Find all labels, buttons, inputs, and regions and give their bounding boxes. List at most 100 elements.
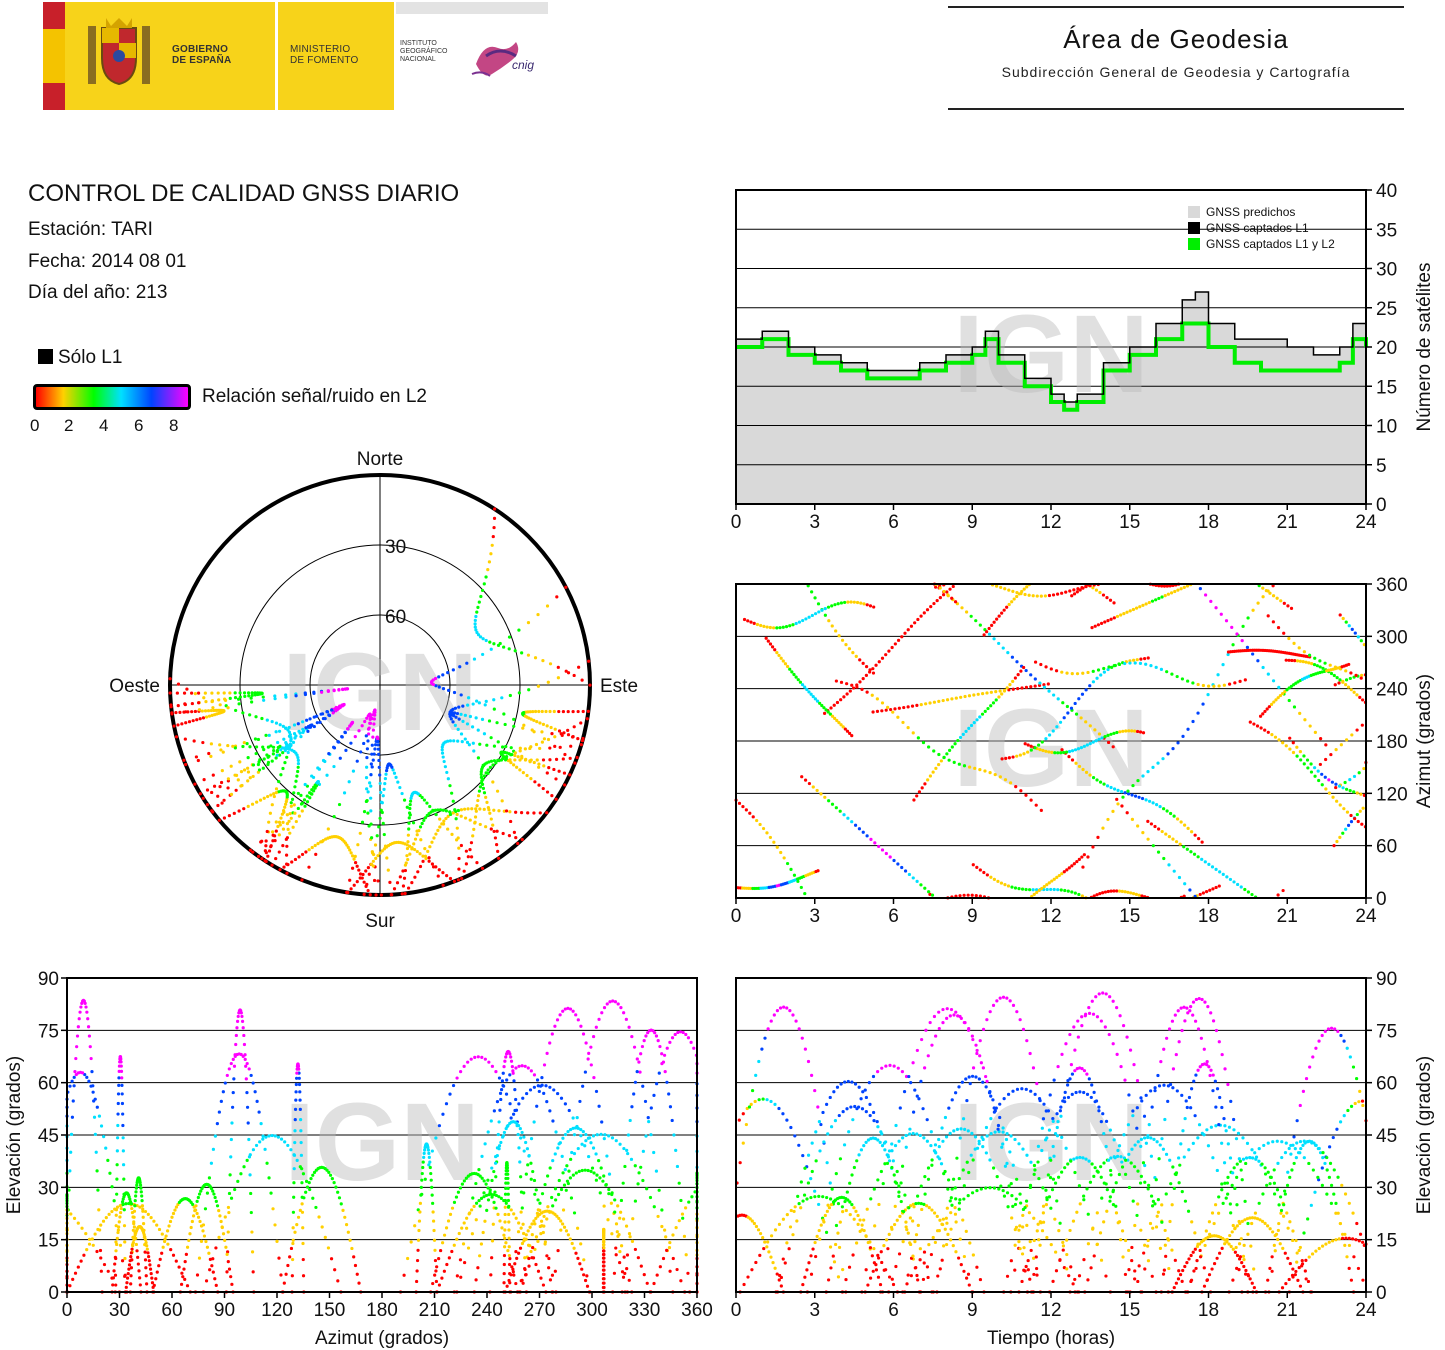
sky-track-point (500, 799, 504, 803)
sky-track-point (588, 683, 592, 687)
elev-time-track-point (1205, 1278, 1209, 1282)
sky-track-point (184, 721, 188, 725)
sky-track-point (368, 721, 373, 725)
sky-track-point (209, 742, 213, 746)
elev-time-track-point (765, 1245, 769, 1249)
elev-time-track-point (1170, 1019, 1175, 1023)
elev-az-track-point (126, 1271, 130, 1276)
sky-track-point (537, 762, 541, 766)
azimuth-track-point (1313, 656, 1317, 660)
azimuth-track-point (1349, 688, 1353, 692)
sky-track-point (331, 711, 335, 715)
sky-track-point (291, 825, 295, 829)
azimuth-track-point (930, 893, 935, 897)
elev-time-track-point (988, 1158, 992, 1162)
elev-az-track-point (465, 1216, 469, 1220)
elev-az-track-point (538, 1201, 542, 1205)
sky-track-point (236, 778, 240, 782)
elev-az-track-point (578, 1262, 582, 1266)
azimuth-track-point (1349, 820, 1354, 824)
elev-time-track-point (872, 1187, 876, 1191)
sky-track-point (285, 822, 290, 826)
elev-time-track-point (1103, 1025, 1107, 1029)
azimuth-track-point (861, 677, 865, 681)
elev-time-track-point (966, 1129, 970, 1133)
sky-track-point (318, 720, 322, 724)
sky-track-point (256, 692, 260, 697)
azimuth-track-point (807, 615, 811, 619)
elev-time-track-point (848, 1200, 852, 1204)
sky-track-point (364, 799, 368, 804)
sky-track-point (250, 693, 254, 697)
elev-az-track-point (622, 1255, 626, 1259)
elev-az-track-point (532, 1120, 536, 1124)
elev-time-track-point (861, 1090, 865, 1094)
azimuth-track-point (910, 704, 915, 708)
elev-az-track-point (621, 1181, 625, 1185)
sky-track-point (300, 878, 304, 882)
sky-track-point (182, 758, 186, 762)
elev-az-track-point (517, 1064, 521, 1068)
sky-track-point (579, 721, 583, 725)
azimuth-track-point (1090, 625, 1094, 630)
x-tick-label: 300 (576, 1300, 608, 1321)
azimuth-track-point (858, 680, 862, 684)
elev-time-track-point (962, 1269, 966, 1273)
elev-az-track-point (644, 1134, 648, 1138)
azimuth-track-point (1060, 872, 1064, 876)
sky-track-point (266, 794, 270, 799)
elev-time-track-point (817, 1228, 821, 1233)
azimuth-track-point (1221, 872, 1225, 876)
azimuth-track-point (1218, 870, 1222, 874)
elev-az-track-point (295, 1071, 299, 1075)
azimuth-track-point (816, 869, 820, 873)
elev-time-track-point (788, 1225, 793, 1229)
azimuth-track-point (1100, 736, 1104, 740)
azimuth-track-point (830, 802, 835, 806)
azimuth-track-point (835, 718, 839, 723)
elev-az-track-point (527, 1154, 531, 1158)
elev-az-track-point (67, 1188, 71, 1192)
azimuth-track-point (875, 697, 879, 701)
sky-track-point (259, 840, 263, 844)
sky-track-point (454, 838, 459, 842)
azimuth-track-point (1026, 750, 1030, 754)
elev-az-track-point (76, 1025, 80, 1029)
sky-track-point (314, 852, 318, 856)
elev-az-track-point (636, 1256, 640, 1260)
elev-az-track-point (518, 1160, 522, 1164)
elev-az-track-point (230, 1121, 234, 1125)
azimuth-track-point (1268, 591, 1272, 595)
elev-az-track-point (483, 1057, 487, 1061)
elev-az-track-point (577, 1169, 581, 1174)
elev-az-track-point (504, 1055, 508, 1059)
azimuth-track-point (951, 584, 955, 589)
elev-az-track-point (504, 1126, 508, 1131)
elev-az-track-point (205, 1245, 210, 1249)
azimuth-track-point (765, 625, 769, 629)
elev-time-track-point (1272, 1243, 1276, 1248)
elev-time-track-point (754, 1260, 758, 1265)
elev-az-track-point (121, 1163, 126, 1167)
elev-time-track-point (835, 1085, 840, 1089)
elev-time-track-point (1121, 1024, 1126, 1028)
elev-az-track-point (546, 1174, 550, 1178)
sky-track-point (381, 821, 385, 825)
elev-az-track-point (134, 1186, 138, 1190)
elev-az-track-point (140, 1199, 144, 1203)
elev-az-track-point (211, 1257, 215, 1261)
sky-track-point (305, 718, 309, 722)
azimuth-track-point (913, 621, 917, 625)
elev-az-track-point (503, 1059, 507, 1063)
sky-track-point (404, 861, 408, 865)
elev-time-track-point (1138, 1181, 1143, 1185)
azimuth-track-point (1196, 682, 1200, 687)
azimuth-track-point (900, 635, 904, 639)
sky-track-point (256, 737, 261, 742)
elev-time-track-point (1233, 1227, 1237, 1231)
x-tick-label: 21 (1277, 906, 1298, 927)
sky-track-point (456, 878, 460, 882)
elev-az-track-point (556, 1192, 561, 1197)
legend-label: GNSS captados L1 y L2 (1206, 237, 1335, 251)
sky-track-point (369, 762, 373, 766)
